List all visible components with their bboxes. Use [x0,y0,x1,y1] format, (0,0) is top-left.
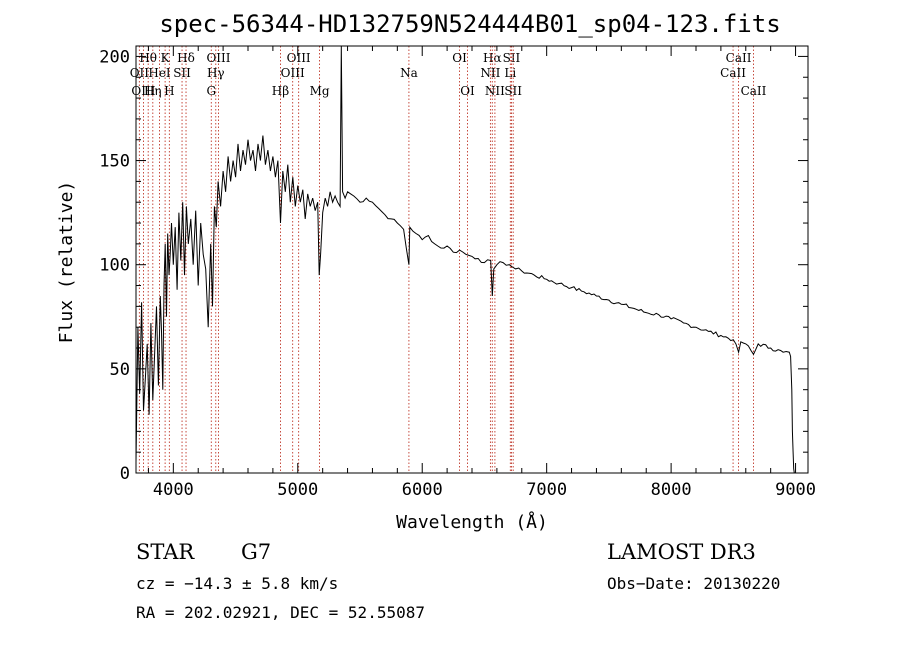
x-tick-label: 8000 [651,480,692,500]
spectral-line-label: OI [452,51,467,65]
sky-coordinates: RA = 202.02921, DEC = 52.55087 [136,603,425,622]
spectral-line-label: CaII [726,51,752,65]
observation-date: Obs−Date: 20130220 [607,574,781,593]
x-tick-label: 6000 [402,480,443,500]
spectral-line-label: OII [130,66,150,80]
spectral-line-label: Hδ [177,51,195,65]
spectral-line-label: OIII [131,84,155,98]
spectral-line-label: SII [173,66,191,80]
spectral-line-label: Hη [144,84,162,98]
spectral-line-label: G [206,84,216,98]
spectral-line-label: OI [460,84,475,98]
spectral-line-label: H [164,84,174,98]
y-tick-label: 100 [99,256,130,276]
spectral-line-label: Li [504,66,516,80]
y-tick-label: 50 [110,360,130,380]
x-axis-label: Wavelength (Å) [396,511,548,533]
spectral-line-label: HeI [148,66,171,80]
x-tick-label: 5000 [277,480,318,500]
spectral-line-label: SII [504,84,522,98]
axis-ticks: 4000 5000 6000 7000 8000 9000 0 50 100 150 200 [99,46,816,500]
spectral-line-label: Hβ [272,84,289,98]
spectral-line-label: Hγ [207,66,225,80]
y-tick-label: 150 [99,152,130,172]
spectral-line-label: SII [503,51,521,65]
y-tick-label: 0 [120,464,130,484]
spectral-line-label: K [161,51,171,65]
redshift-velocity: cz = −14.3 ± 5.8 km/s [136,574,339,593]
x-tick-label: 7000 [526,480,567,500]
y-tick-label: 200 [99,47,130,67]
y-axis-label: Flux (relative) [56,181,77,344]
survey-name: LAMOST DR3 [607,540,756,564]
spectral-line-label: Hα [483,51,502,65]
spectral-line-label: OIII [206,51,230,65]
spectral-line-label: OIII [287,51,311,65]
spectral-line-label: OIII [281,66,305,80]
plot-frame [135,45,809,474]
spectral-line-label: CaII [741,84,767,98]
spectral-line-label: NII [480,66,500,80]
spectral-line-label: Na [400,66,418,80]
object-subclass: G7 [241,540,272,564]
spectral-line-label: NII [485,84,505,98]
spectral-line-label: Hθ [139,51,157,65]
x-tick-label: 4000 [153,480,194,500]
x-tick-label: 9000 [775,480,816,500]
spectrum-series-line [135,45,795,474]
object-class: STAR [136,540,195,564]
spectral-line-label: Mg [310,84,330,98]
spectral-line-label: CaII [720,66,746,80]
chart-title: spec-56344-HD132759N524444B01_sp04-123.f… [159,10,780,38]
